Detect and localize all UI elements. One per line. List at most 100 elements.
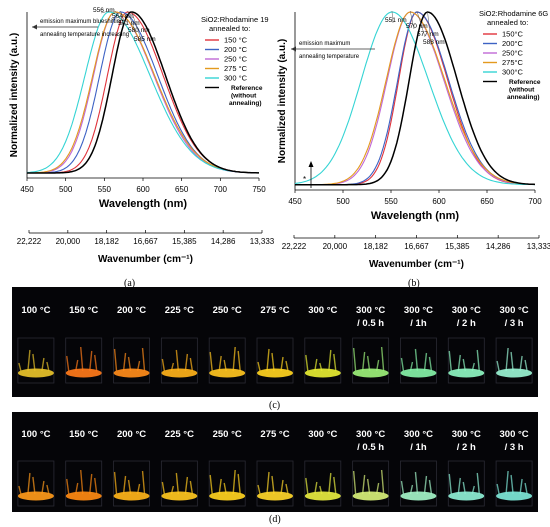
tube-label: 300 °C bbox=[356, 305, 385, 316]
glow-spike bbox=[32, 353, 36, 372]
glow-spike bbox=[414, 348, 419, 372]
chart-a: 450 500 550 600 650 700 750 Wavelength (nm) Norm… bbox=[0, 0, 275, 270]
tube-sublabel: / 0.5 h bbox=[357, 318, 384, 329]
peak-leader bbox=[114, 10, 121, 20]
tube-glow bbox=[352, 368, 389, 378]
peak-leader bbox=[416, 10, 426, 38]
glow-spike bbox=[519, 478, 523, 495]
legend-entry-label: (without bbox=[231, 93, 257, 100]
glow-spike bbox=[476, 472, 480, 495]
glow-spike bbox=[519, 355, 523, 372]
star-arrowhead bbox=[308, 161, 314, 167]
x-tick-label: 650 bbox=[480, 197, 494, 206]
tube-label: 300 °C bbox=[404, 305, 433, 316]
tube-outline bbox=[447, 337, 485, 384]
glow-spike bbox=[27, 472, 31, 495]
legend-entry-label: 275 °C bbox=[224, 64, 248, 73]
peak-label: 588 nm bbox=[423, 39, 445, 46]
x-tick-label: 600 bbox=[136, 185, 150, 194]
photo-c: 100 °C 150 °C 200 °C 225 °C 250 °C 275 °C 300 … bbox=[12, 287, 538, 397]
tube-outline bbox=[304, 460, 342, 507]
glow-spike bbox=[32, 476, 36, 495]
secondary-axis-label: Wavenumber (cm⁻¹) bbox=[98, 254, 193, 265]
tube-glow bbox=[161, 368, 198, 378]
glow-spike bbox=[66, 478, 70, 495]
glow-spike bbox=[46, 484, 50, 495]
glow-spike bbox=[400, 357, 405, 372]
legend-entry-label: 150 °C bbox=[224, 36, 248, 45]
series-line-1 bbox=[295, 11, 535, 186]
tube-outline bbox=[352, 337, 390, 384]
glow-spike bbox=[400, 480, 405, 495]
tube-outline bbox=[113, 460, 150, 507]
glow-spike bbox=[524, 359, 528, 372]
glow-spike bbox=[141, 347, 146, 372]
peak-label: 585 nm bbox=[134, 36, 156, 43]
secondary-tick-label: 22,222 bbox=[282, 242, 307, 251]
legend-entry-label: 250 °C bbox=[224, 55, 248, 64]
glow-spike bbox=[266, 471, 270, 495]
x-axis-label: Wavelength (nm) bbox=[371, 210, 460, 222]
tube-label: 250 °C bbox=[213, 305, 242, 316]
glow-spike bbox=[380, 469, 385, 495]
tube-outline bbox=[352, 460, 390, 507]
tube-sublabel: / 3 h bbox=[505, 318, 524, 329]
glow-spike bbox=[161, 358, 166, 372]
chart-a-svg: 450 500 550 600 650 700 750 Wavelength (nm) Norm… bbox=[9, 7, 275, 265]
tube-label: 100 °C bbox=[21, 305, 50, 316]
glow-spike bbox=[27, 349, 31, 372]
tube-outline bbox=[160, 460, 198, 507]
glow-spike bbox=[218, 355, 222, 372]
glow-spike bbox=[113, 471, 118, 495]
glow-spike bbox=[366, 478, 371, 495]
glow-spike bbox=[257, 484, 261, 495]
glow-spike bbox=[448, 473, 452, 495]
tube-glow bbox=[113, 368, 150, 378]
peak-leader bbox=[131, 10, 143, 43]
glow-spike bbox=[505, 347, 509, 372]
glow-spike bbox=[141, 470, 146, 495]
secondary-tick-label: 18,182 bbox=[363, 242, 388, 251]
tube-outline bbox=[256, 460, 294, 507]
x-tick-label: 750 bbox=[252, 185, 266, 194]
glow-spike bbox=[209, 474, 213, 495]
annotation-arrowhead bbox=[32, 24, 37, 30]
tube-outline bbox=[113, 337, 150, 384]
legend-entry-label: 300 °C bbox=[224, 74, 248, 83]
tube-sublabel: / 0.5 h bbox=[357, 442, 384, 453]
tube-label: 300 °C bbox=[500, 429, 529, 440]
legend-entry-label: annealing) bbox=[229, 100, 262, 107]
y-axis-label: Normalized intensity (a.u.) bbox=[277, 39, 288, 163]
peak-leader bbox=[409, 10, 415, 30]
peak-label: 551 nm bbox=[385, 17, 407, 24]
tube-glow bbox=[304, 491, 341, 501]
glow-spike bbox=[505, 470, 509, 495]
tube-glow bbox=[400, 491, 437, 501]
secondary-tick-label: 14,286 bbox=[211, 237, 236, 246]
tube-label: 225 °C bbox=[165, 429, 194, 440]
x-tick-label: 600 bbox=[432, 197, 446, 206]
peak-leader bbox=[391, 10, 394, 24]
tube-label: 150 °C bbox=[69, 305, 98, 316]
glow-spike bbox=[257, 361, 261, 372]
glow-spike bbox=[428, 356, 433, 372]
tube-label: 300 °C bbox=[452, 429, 481, 440]
glow-spike bbox=[80, 346, 84, 372]
series-line-4 bbox=[26, 11, 259, 174]
tube-label: 300 °C bbox=[452, 305, 481, 316]
tube-outline bbox=[17, 337, 55, 384]
tube-glow bbox=[257, 368, 293, 378]
tube-sublabel: / 3 h bbox=[505, 442, 524, 453]
glow-spike bbox=[361, 474, 366, 495]
tube-glow bbox=[65, 368, 102, 378]
tube-label: 275 °C bbox=[260, 429, 289, 440]
glow-spike bbox=[366, 355, 371, 372]
tube-glow bbox=[17, 491, 54, 501]
tube-glow bbox=[161, 491, 198, 501]
series-line-5 bbox=[27, 11, 259, 174]
secondary-axis-label: Wavenumber (cm⁻¹) bbox=[369, 259, 464, 270]
peak-label: 577 nm bbox=[417, 31, 439, 38]
legend-entry-label: 200 °C bbox=[224, 45, 248, 54]
legend-entry-label: 250°C bbox=[502, 49, 524, 58]
glow-spike bbox=[352, 470, 357, 495]
